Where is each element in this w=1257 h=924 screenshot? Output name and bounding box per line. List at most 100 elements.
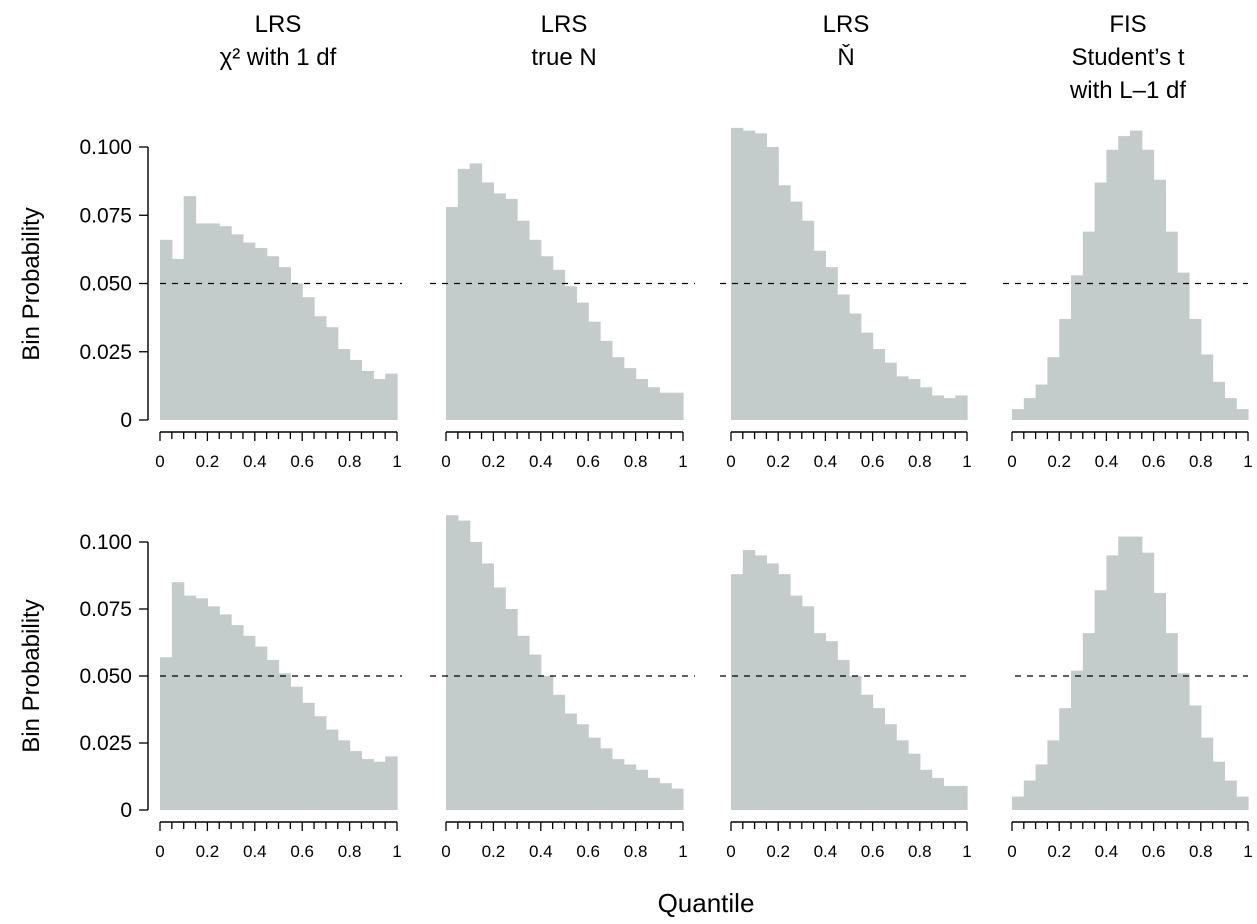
bar-r2c1-14: [314, 716, 327, 810]
bar-r1c1-14: [314, 316, 327, 420]
bar-r2c4-12: [1141, 552, 1155, 810]
bar-r2c2-19: [659, 783, 672, 810]
bar-r2c4-5: [1059, 708, 1072, 810]
bar-r2c1-20: [385, 756, 398, 810]
bar-r2c2-4: [481, 563, 494, 810]
x-tick-label-r2c3-2: 0.2: [766, 842, 790, 861]
x-tick-label-r1c1-4: 0.6: [290, 452, 314, 471]
bar-r1c2-6: [505, 198, 518, 420]
bar-r1c4-17: [1200, 354, 1214, 420]
bar-r2c3-4: [766, 563, 779, 810]
bar-r1c1-12: [290, 283, 303, 420]
bar-r2c4-2: [1023, 780, 1037, 810]
bar-r2c1-2: [171, 582, 185, 810]
bar-r1c4-9: [1106, 149, 1119, 421]
bar-r1c3-11: [849, 313, 862, 420]
bar-r1c4-8: [1094, 182, 1107, 420]
bar-r2c3-14: [884, 724, 897, 810]
bar-r1c1-5: [207, 223, 220, 420]
x-tick-label-r1c1-1: 0: [155, 452, 164, 471]
bar-r1c1-3: [183, 196, 197, 420]
x-tick-label-r1c4-6: 1: [1243, 452, 1252, 471]
bar-r2c1-13: [302, 702, 315, 810]
bar-r2c3-19: [943, 785, 956, 810]
bar-r2c2-12: [576, 724, 589, 810]
bar-r1c3-8: [813, 250, 826, 420]
bar-r1c1-9: [254, 248, 268, 420]
x-tick-label-r2c3-1: 0: [726, 842, 735, 861]
bar-r1c3-20: [955, 395, 968, 420]
column-title-4-line-2: Student’s t: [1071, 44, 1185, 71]
bar-r1c4-1: [1012, 409, 1025, 420]
bar-r2c4-16: [1189, 705, 1202, 810]
bar-r2c3-3: [754, 555, 767, 810]
x-axis-label: Quantile: [657, 888, 755, 918]
bar-r1c2-8: [528, 239, 542, 420]
y-tick-label-r1c1-5: 0.100: [79, 136, 132, 159]
bar-r2c1-3: [183, 595, 197, 810]
bar-r1c4-10: [1118, 136, 1131, 420]
bar-r1c3-14: [884, 362, 897, 420]
x-tick-label-r1c4-1: 0: [1007, 452, 1016, 471]
bar-r2c4-11: [1130, 536, 1143, 810]
column-title-3-line-2: Ň: [837, 44, 855, 71]
x-tick-label-r1c3-6: 1: [962, 452, 971, 471]
x-tick-label-r2c3-6: 1: [962, 842, 971, 861]
bar-r2c3-18: [931, 777, 944, 810]
bar-r2c4-6: [1071, 670, 1084, 810]
bar-r2c1-16: [337, 740, 351, 810]
bar-r2c2-13: [588, 737, 601, 810]
x-tick-label-r1c2-5: 0.8: [624, 452, 648, 471]
bar-r2c2-3: [469, 542, 483, 810]
bar-r2c4-3: [1035, 764, 1048, 810]
bar-r2c4-17: [1200, 737, 1214, 810]
bar-r2c2-9: [540, 676, 554, 810]
y-tick-label-r2c1-4: 0.075: [79, 598, 132, 621]
x-tick-label-r1c2-3: 0.4: [529, 452, 553, 471]
bar-r1c2-18: [647, 387, 660, 420]
bar-r1c2-2: [457, 168, 471, 420]
x-tick-label-r1c1-3: 0.4: [243, 452, 267, 471]
bar-r2c1-17: [349, 751, 363, 810]
bar-r2c3-13: [872, 708, 885, 810]
bar-r1c3-3: [754, 133, 767, 420]
bar-r2c1-19: [373, 761, 386, 810]
bar-r2c4-7: [1082, 633, 1096, 810]
x-tick-label-r1c2-2: 0.2: [482, 452, 506, 471]
bar-r2c3-5: [778, 574, 791, 810]
column-title-4: FIS Student’s t with L–1 df: [998, 8, 1257, 107]
x-tick-label-r1c1-2: 0.2: [196, 452, 220, 471]
bar-r1c1-16: [337, 349, 351, 420]
y-tick-label-r1c1-2: 0.025: [79, 341, 132, 364]
bar-r2c1-11: [278, 673, 291, 810]
bar-r2c2-7: [517, 635, 530, 810]
y-tick-label-r2c1-2: 0.025: [79, 732, 132, 755]
bar-r1c1-10: [266, 256, 280, 420]
column-title-1: LRS χ² with 1 df: [148, 8, 408, 74]
bar-r1c2-10: [552, 269, 566, 420]
bar-r2c2-17: [635, 769, 649, 810]
bar-r1c1-1: [160, 239, 173, 420]
x-tick-label-r2c4-3: 0.4: [1095, 842, 1119, 861]
column-title-4-line-3: with L–1 df: [1069, 77, 1187, 104]
bar-r1c2-15: [611, 357, 625, 420]
column-title-1-line-1: LRS: [254, 11, 302, 38]
bar-r1c4-18: [1212, 381, 1225, 420]
bar-r1c3-5: [778, 185, 791, 420]
x-tick-label-r2c1-4: 0.6: [290, 842, 314, 861]
bar-r1c4-7: [1082, 231, 1096, 420]
bar-r1c4-12: [1141, 149, 1155, 421]
x-tick-label-r2c4-4: 0.6: [1142, 842, 1166, 861]
bar-r1c4-11: [1130, 130, 1143, 420]
x-tick-label-r2c1-5: 0.8: [338, 842, 362, 861]
x-tick-label-r2c2-3: 0.4: [529, 842, 553, 861]
bar-r2c4-20: [1236, 796, 1249, 810]
bar-r1c4-15: [1177, 272, 1190, 420]
bar-r1c2-17: [635, 379, 649, 420]
bar-r2c1-7: [231, 625, 244, 810]
bar-r2c3-8: [813, 633, 826, 810]
column-title-2-line-2: true N: [531, 44, 597, 71]
column-title-3: LRS Ň: [716, 8, 976, 74]
bar-r1c3-19: [943, 398, 956, 420]
bar-r1c1-18: [361, 370, 374, 420]
